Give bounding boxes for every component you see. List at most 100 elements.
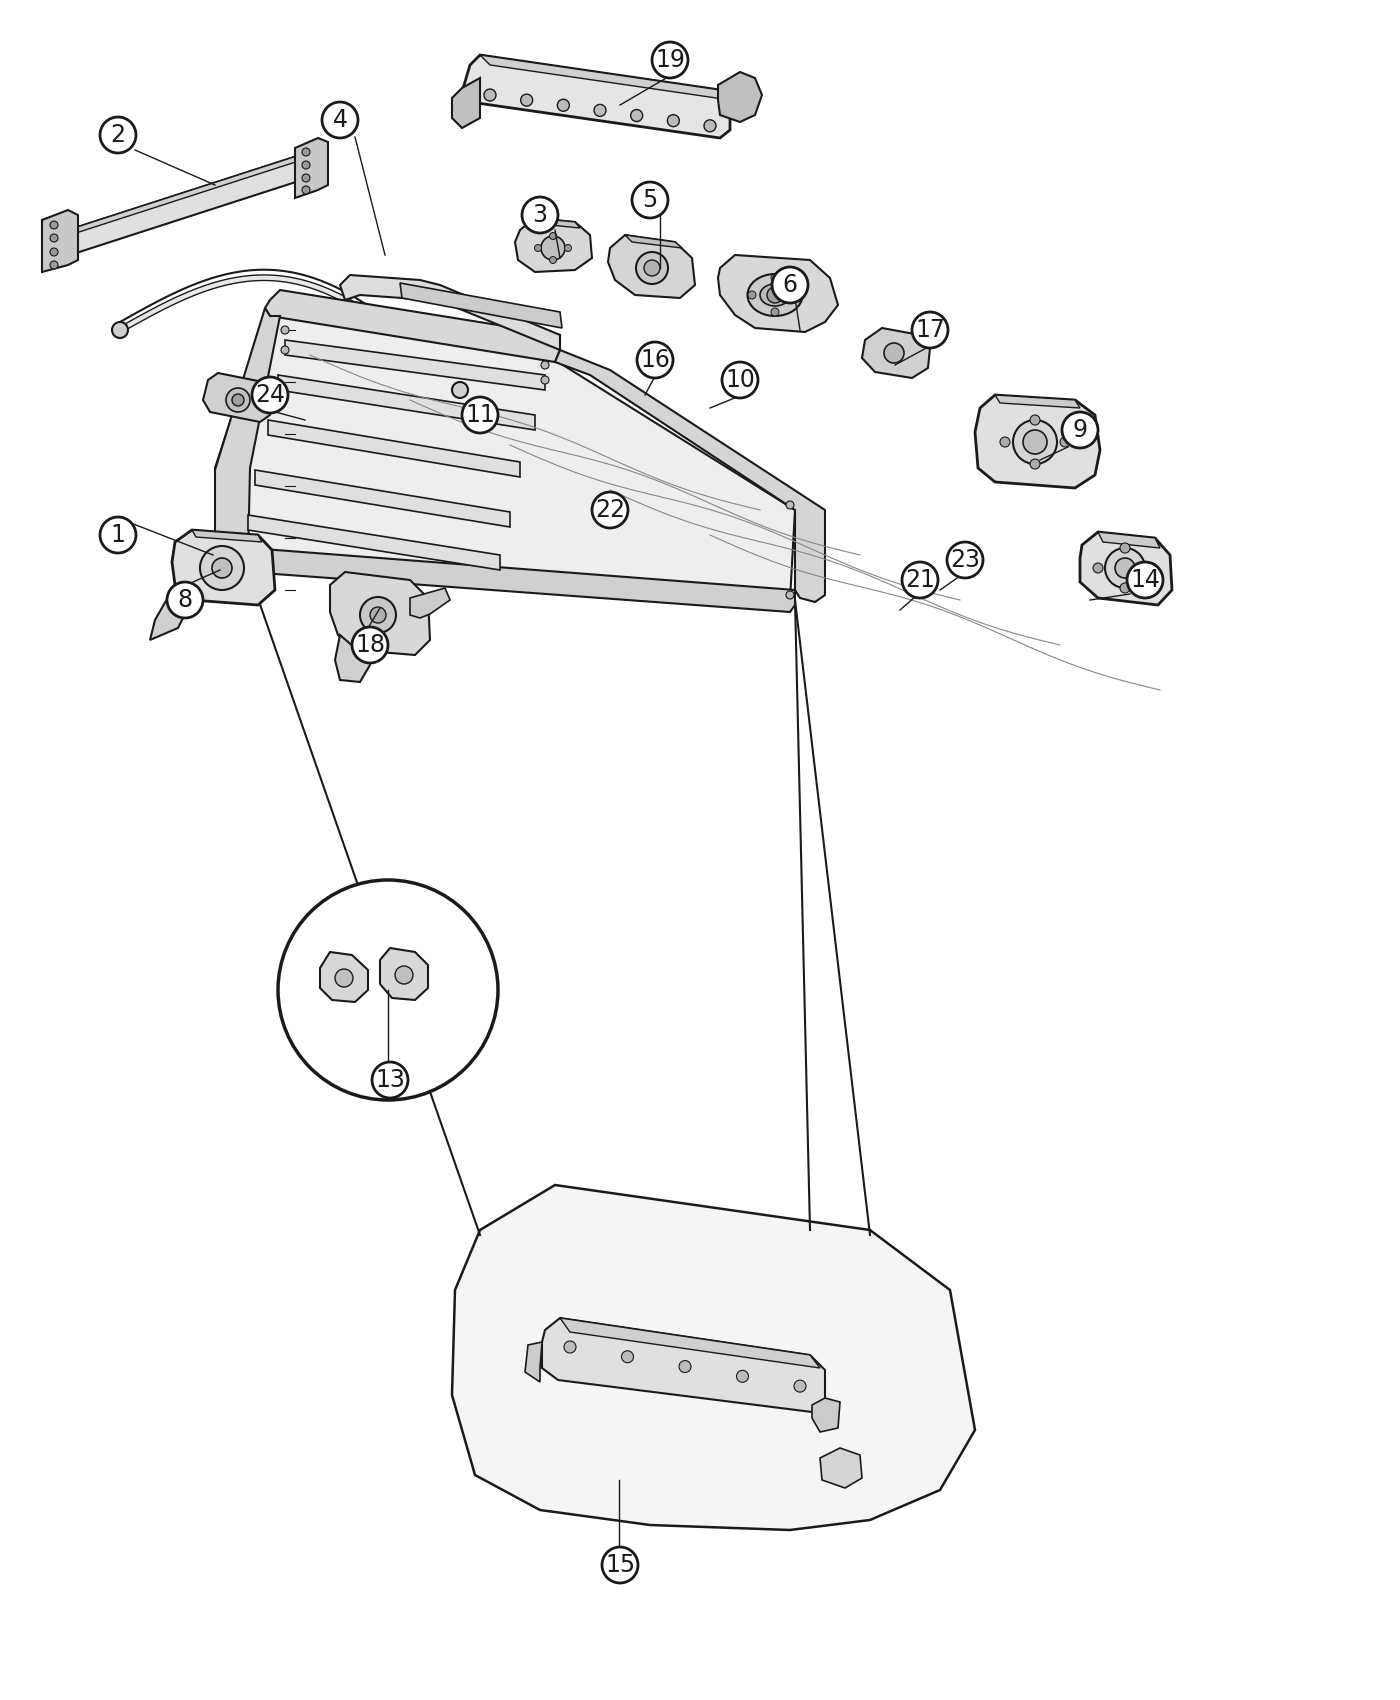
Circle shape: [281, 326, 288, 333]
Polygon shape: [525, 1341, 542, 1382]
Polygon shape: [480, 54, 729, 100]
Polygon shape: [1098, 532, 1161, 547]
Circle shape: [771, 267, 808, 303]
Circle shape: [1030, 459, 1040, 469]
Polygon shape: [203, 372, 274, 422]
Text: 11: 11: [465, 403, 494, 427]
Polygon shape: [1079, 532, 1172, 605]
Circle shape: [252, 377, 288, 413]
Polygon shape: [321, 952, 368, 1001]
Circle shape: [1093, 563, 1103, 573]
Circle shape: [736, 1370, 749, 1382]
Ellipse shape: [760, 284, 790, 306]
Circle shape: [771, 308, 778, 316]
Circle shape: [335, 969, 353, 988]
Polygon shape: [452, 78, 480, 128]
Circle shape: [351, 627, 388, 663]
Circle shape: [592, 491, 629, 529]
Text: 24: 24: [255, 382, 286, 406]
Polygon shape: [410, 588, 449, 619]
Circle shape: [1014, 420, 1057, 464]
Polygon shape: [995, 394, 1079, 408]
Circle shape: [622, 1352, 633, 1363]
Circle shape: [644, 260, 659, 275]
Text: 23: 23: [951, 547, 980, 571]
Polygon shape: [862, 328, 930, 377]
Circle shape: [564, 1341, 575, 1353]
Polygon shape: [379, 949, 428, 1000]
Circle shape: [1063, 411, 1098, 449]
Circle shape: [279, 881, 498, 1100]
Text: 14: 14: [1130, 568, 1161, 592]
Circle shape: [636, 252, 668, 284]
Circle shape: [462, 398, 498, 434]
Circle shape: [602, 1547, 638, 1583]
Circle shape: [631, 182, 668, 218]
Text: 21: 21: [904, 568, 935, 592]
Circle shape: [167, 581, 203, 619]
Text: 19: 19: [655, 48, 685, 71]
Polygon shape: [192, 530, 262, 542]
Circle shape: [522, 197, 559, 233]
Circle shape: [50, 235, 57, 241]
Polygon shape: [608, 235, 694, 298]
Text: 15: 15: [605, 1554, 636, 1578]
Text: 8: 8: [178, 588, 193, 612]
Circle shape: [535, 245, 542, 252]
Polygon shape: [624, 235, 682, 248]
Circle shape: [302, 162, 309, 168]
Circle shape: [767, 287, 783, 303]
Circle shape: [902, 563, 938, 598]
Circle shape: [1030, 415, 1040, 425]
Circle shape: [99, 517, 136, 552]
Circle shape: [748, 291, 756, 299]
Text: 10: 10: [725, 367, 755, 393]
Circle shape: [1120, 542, 1130, 552]
Polygon shape: [279, 376, 535, 430]
Circle shape: [50, 262, 57, 269]
Polygon shape: [340, 275, 560, 350]
Circle shape: [484, 88, 496, 100]
Polygon shape: [515, 218, 592, 272]
Ellipse shape: [748, 274, 802, 316]
Circle shape: [1147, 563, 1156, 573]
Circle shape: [785, 592, 794, 598]
Text: 3: 3: [532, 202, 547, 228]
Circle shape: [540, 360, 549, 369]
Polygon shape: [265, 291, 560, 362]
Circle shape: [395, 966, 413, 984]
Polygon shape: [216, 308, 280, 570]
Circle shape: [785, 502, 794, 508]
Circle shape: [652, 42, 687, 78]
Circle shape: [794, 1380, 806, 1392]
Circle shape: [1060, 437, 1070, 447]
Circle shape: [946, 542, 983, 578]
Circle shape: [302, 185, 309, 194]
Circle shape: [370, 607, 386, 622]
Polygon shape: [820, 1448, 862, 1488]
Circle shape: [99, 117, 136, 153]
Circle shape: [302, 148, 309, 156]
Polygon shape: [812, 1397, 840, 1431]
Circle shape: [1000, 437, 1009, 447]
Circle shape: [1127, 563, 1163, 598]
Polygon shape: [462, 54, 729, 138]
Circle shape: [281, 347, 288, 354]
Text: 6: 6: [783, 274, 798, 297]
Circle shape: [549, 257, 557, 264]
Polygon shape: [60, 155, 302, 255]
Text: 2: 2: [111, 122, 126, 146]
Circle shape: [679, 1360, 692, 1372]
Circle shape: [244, 558, 252, 566]
Polygon shape: [286, 340, 545, 389]
Text: 1: 1: [111, 524, 126, 547]
Text: 9: 9: [1072, 418, 1088, 442]
Polygon shape: [974, 394, 1100, 488]
Text: 13: 13: [375, 1068, 405, 1091]
Polygon shape: [172, 530, 274, 605]
Circle shape: [1114, 558, 1135, 578]
Circle shape: [1023, 430, 1047, 454]
Circle shape: [302, 173, 309, 182]
Polygon shape: [330, 571, 430, 654]
Circle shape: [521, 94, 532, 105]
